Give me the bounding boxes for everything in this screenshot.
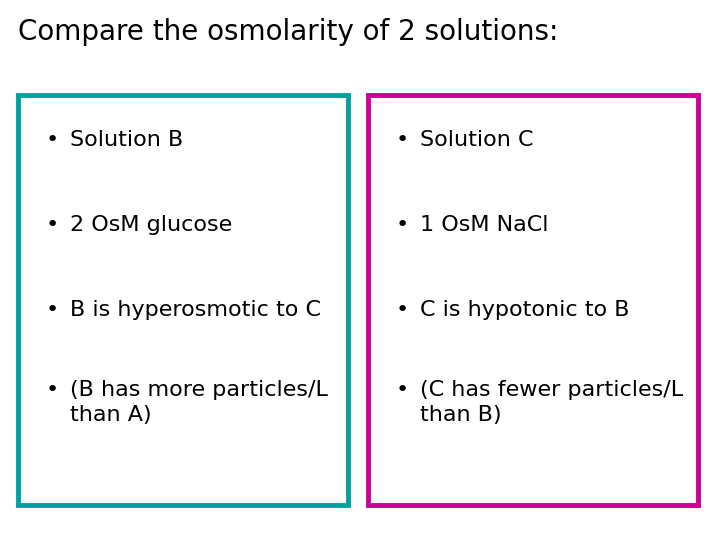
Text: Solution B: Solution B [70,130,184,150]
Text: (C has fewer particles/L
than B): (C has fewer particles/L than B) [420,380,683,425]
Text: Solution C: Solution C [420,130,534,150]
Text: •: • [396,215,409,235]
Text: 2 OsM glucose: 2 OsM glucose [70,215,233,235]
Text: •: • [46,380,59,400]
Text: •: • [396,380,409,400]
Bar [18,95,348,505]
Text: •: • [396,130,409,150]
Text: Compare the osmolarity of 2 solutions:: Compare the osmolarity of 2 solutions: [18,18,559,46]
Text: •: • [46,130,59,150]
Text: 1 OsM NaCl: 1 OsM NaCl [420,215,549,235]
Text: •: • [46,215,59,235]
Text: •: • [396,300,409,320]
Bar [368,95,698,505]
Text: •: • [46,300,59,320]
Text: (B has more particles/L
than A): (B has more particles/L than A) [70,380,328,425]
Text: B is hyperosmotic to C: B is hyperosmotic to C [70,300,321,320]
Text: C is hypotonic to B: C is hypotonic to B [420,300,629,320]
